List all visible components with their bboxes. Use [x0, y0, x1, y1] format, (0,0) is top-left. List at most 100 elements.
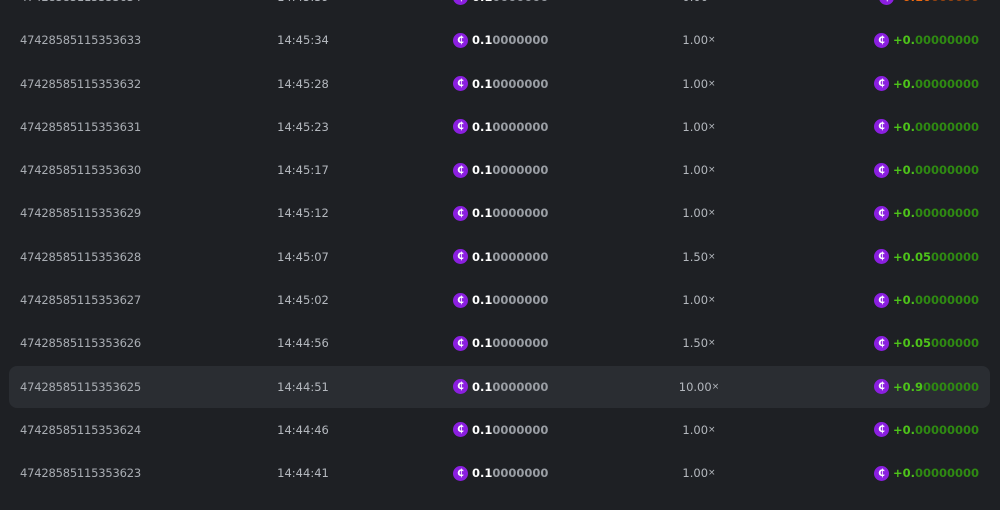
coin-icon: ₵ [453, 162, 468, 178]
bet-payout: ₵ +0. 00000000 [873, 162, 979, 178]
bet-payout: ₵ +0.05 000000 [873, 335, 979, 351]
bet-id[interactable]: 47428585115353634 [20, 0, 141, 4]
payout-significant: -0.10 [898, 0, 931, 4]
coin-icon: ₵ [873, 119, 889, 135]
amount-trailing: 0000000 [492, 422, 549, 437]
bet-id[interactable]: 47428585115353626 [20, 336, 141, 351]
bet-id[interactable]: 47428585115353631 [20, 119, 141, 134]
payout-significant: +0. [892, 293, 915, 308]
bet-id[interactable]: 47428585115353628 [20, 249, 141, 264]
payout-trailing: 00000000 [914, 119, 979, 134]
amount-trailing: 0000000 [492, 466, 549, 481]
payout-trailing: 0000000 [922, 379, 979, 394]
multiplier-suffix: × [708, 251, 716, 262]
coin-icon: ₵ [453, 32, 468, 48]
table-row[interactable]: 47428585115353633 14:45:34 ₵ 0.1 0000000 1… [9, 19, 990, 61]
multiplier-value: 1.00 [682, 206, 709, 221]
payout-trailing: 00000000 [914, 33, 979, 48]
bet-time: 14:45:07 [277, 249, 329, 264]
bet-id[interactable]: 47428585115353633 [20, 33, 141, 48]
amount-significant: 0.1 [472, 163, 493, 178]
bet-time: 14:45:23 [277, 119, 329, 134]
bet-payout: ₵ +0. 00000000 [873, 205, 979, 221]
amount-trailing: 0000000 [492, 163, 549, 178]
bet-time: 14:45:02 [277, 293, 329, 308]
bet-multiplier: 1.50 × [669, 250, 729, 264]
payout-trailing: 00000000 [914, 293, 979, 308]
table-row[interactable]: 47428585115353632 14:45:28 ₵ 0.1 0000000 1… [9, 63, 990, 105]
payout-trailing: 00000000 [914, 466, 979, 481]
coin-icon: ₵ [873, 465, 889, 481]
payout-trailing: 00000000 [914, 76, 979, 91]
multiplier-suffix: × [708, 338, 716, 349]
amount-significant: 0.1 [472, 33, 493, 48]
payout-trailing: 00000000 [914, 206, 979, 221]
amount-significant: 0.1 [472, 206, 493, 221]
table-row[interactable]: 47428585115353628 14:45:07 ₵ 0.1 0000000 1… [9, 236, 990, 278]
table-row[interactable]: 47428585115353624 14:44:46 ₵ 0.1 0000000 1… [9, 409, 990, 451]
multiplier-value: 1.50 [682, 336, 709, 351]
bet-multiplier: 0.00× [669, 0, 729, 4]
amount-trailing: 0000000 [492, 293, 549, 308]
multiplier-value: 1.50 [682, 249, 709, 264]
coin-icon: ₵ [873, 249, 889, 265]
multiplier-value: 1.00 [682, 33, 709, 48]
bet-id[interactable]: 47428585115353627 [20, 293, 141, 308]
payout-trailing: 000000 [931, 0, 979, 4]
bet-time: 14:44:51 [277, 379, 329, 394]
multiplier-suffix: × [708, 424, 716, 435]
amount-trailing: 0000000 [492, 206, 549, 221]
payout-trailing: 00000000 [914, 422, 979, 437]
bet-id[interactable]: 47428585115353624 [20, 422, 141, 437]
bet-id[interactable]: 47428585115353629 [20, 206, 141, 221]
coin-icon: ₵ [453, 249, 468, 265]
amount-significant: 0.1 [472, 293, 493, 308]
payout-trailing: 00000000 [914, 163, 979, 178]
bet-time: 14:45:12 [277, 206, 329, 221]
payout-significant: +0. [892, 163, 915, 178]
multiplier-suffix: × [708, 0, 716, 2]
bet-id[interactable]: 47428585115353630 [20, 163, 141, 178]
multiplier-suffix: × [708, 468, 716, 479]
bet-payout: ₵ +0. 00000000 [873, 422, 979, 438]
amount-trailing: 0000000 [492, 0, 548, 4]
bet-multiplier: 1.50 × [669, 336, 729, 350]
amount-significant: 0.1 [472, 0, 492, 4]
bet-time: 14:44:41 [277, 466, 329, 481]
bet-multiplier: 1.00 × [669, 163, 729, 177]
amount-trailing: 0000000 [492, 33, 549, 48]
amount-trailing: 0000000 [492, 336, 549, 351]
bet-time: 14:44:46 [277, 422, 329, 437]
table-row[interactable]: 47428585115353627 14:45:02 ₵ 0.1 0000000 1… [9, 279, 990, 321]
table-row[interactable]: 47428585115353626 14:44:56 ₵ 0.1 0000000 1… [9, 322, 990, 364]
table-row[interactable]: 47428585115353625 14:44:51 ₵ 0.1 0000000 1… [9, 365, 990, 408]
multiplier-value: 1.00 [682, 119, 709, 134]
table-row[interactable]: 47428585115353623 14:44:41 ₵ 0.1 0000000 1… [9, 452, 990, 494]
coin-icon: ₵ [453, 379, 468, 395]
multiplier-suffix: × [708, 121, 716, 132]
amount-trailing: 0000000 [492, 76, 549, 91]
bet-id[interactable]: 47428585115353623 [20, 466, 141, 481]
amount-significant: 0.1 [472, 379, 493, 394]
table-row[interactable]: 47428585115353631 14:45:23 ₵ 0.1 0000000 1… [9, 106, 990, 148]
bet-multiplier: 1.00 × [669, 466, 729, 480]
payout-significant: +0. [892, 466, 915, 481]
bet-id[interactable]: 47428585115353632 [20, 76, 141, 91]
table-row[interactable]: 47428585115353630 14:45:17 ₵ 0.1 0000000 1… [9, 149, 990, 191]
coin-icon: ₵ [453, 119, 468, 135]
bet-multiplier: 1.00 × [669, 293, 729, 307]
bet-id[interactable]: 47428585115353625 [20, 379, 141, 394]
bet-payout: ₵ +0. 00000000 [873, 76, 979, 92]
coin-icon: ₵ [453, 0, 468, 5]
bet-payout: ₵ +0.9 0000000 [873, 379, 979, 395]
table-row[interactable]: 47428585115353629 14:45:12 ₵ 0.1 0000000 1… [9, 192, 990, 234]
coin-icon: ₵ [873, 76, 889, 92]
